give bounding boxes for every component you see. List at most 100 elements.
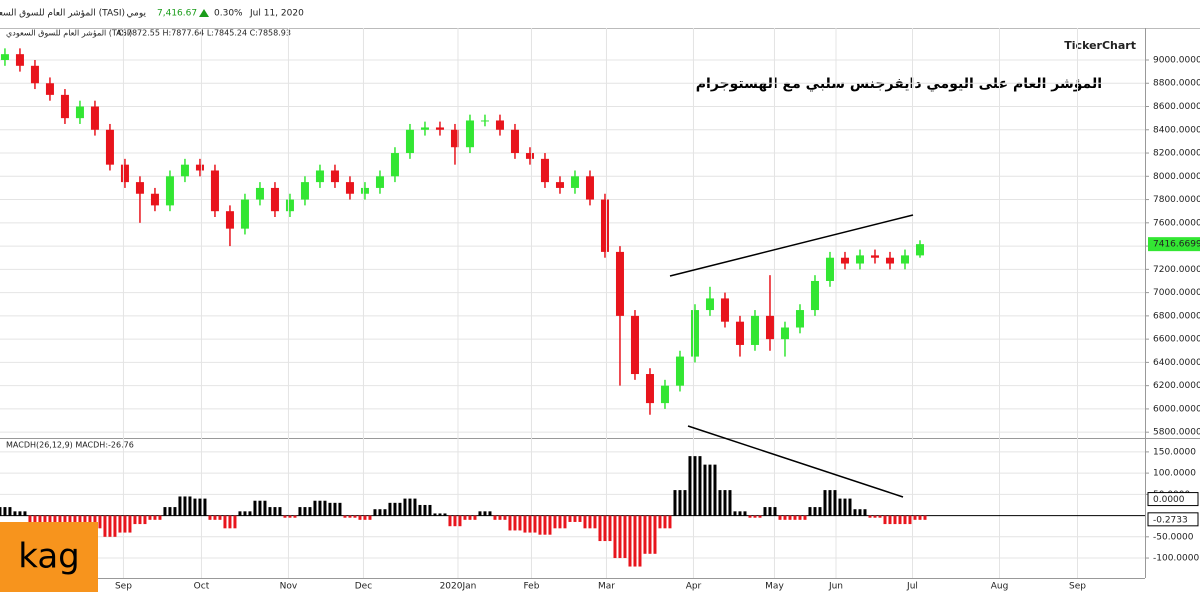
y-tick-label: 7800.0000	[1153, 195, 1200, 205]
histogram-bar	[898, 515, 902, 525]
candle-body	[435, 127, 444, 130]
histogram-bar	[128, 515, 132, 533]
candle-body	[105, 129, 114, 165]
histogram-bar	[203, 498, 207, 516]
candle-body	[345, 182, 354, 194]
histogram-bar	[108, 515, 112, 537]
histogram-bar	[28, 515, 32, 525]
histogram-bar	[368, 515, 372, 520]
histogram-bar	[378, 509, 382, 516]
histogram-bar	[858, 509, 862, 516]
histogram-bar	[533, 515, 537, 533]
histogram-bar	[588, 515, 592, 529]
histogram-bar	[153, 515, 157, 520]
candle-body	[600, 199, 609, 252]
histogram-bar	[173, 507, 177, 516]
histogram-bar	[873, 515, 877, 518]
histogram-bar	[893, 515, 897, 525]
candle-body	[900, 255, 909, 264]
candle-body	[150, 193, 159, 206]
candle-body	[645, 374, 654, 404]
marks	[0, 28, 1145, 578]
histogram-bar	[148, 515, 152, 520]
histogram-bar	[713, 464, 717, 516]
histogram-bar	[568, 515, 572, 522]
histogram-bar	[633, 515, 637, 567]
histogram-bar	[433, 513, 437, 516]
histogram-bar	[833, 490, 837, 516]
histogram-bar	[923, 515, 927, 520]
histogram-bar	[648, 515, 652, 554]
candle-body	[255, 187, 264, 200]
histogram-bar	[178, 496, 182, 516]
histogram-bar	[258, 500, 262, 516]
period: يومي	[127, 9, 147, 19]
x-tick-label: Jul	[906, 582, 918, 592]
x-tick-label: Apr	[686, 582, 702, 592]
histogram-bar	[658, 515, 662, 529]
histogram-bar	[488, 511, 492, 516]
histogram-bar	[18, 511, 22, 516]
x-tick-label: 2020Jan	[440, 582, 477, 592]
price-legend: المؤشر العام للسوق السعودي (TASI)	[6, 29, 132, 38]
histogram-bar	[753, 515, 757, 518]
histogram-bar	[503, 515, 507, 520]
histogram-bar	[598, 515, 602, 542]
histogram-bar	[738, 511, 742, 516]
x-tick-label: Sep	[1069, 582, 1086, 592]
histogram-bar	[643, 515, 647, 554]
candle-body	[315, 170, 324, 183]
histogram-bar	[188, 496, 192, 516]
candle-body	[660, 385, 669, 404]
change: 0.30%	[214, 9, 243, 19]
candle-body	[855, 255, 864, 264]
symbol: المؤشر العام للسوق السعودي (TASI)	[0, 9, 125, 19]
histogram-bar	[113, 515, 117, 537]
candle-body	[465, 120, 474, 148]
candle-body	[870, 255, 879, 258]
trend-line	[687, 425, 904, 498]
histogram-bar	[383, 509, 387, 516]
histogram-bar	[758, 515, 762, 518]
histogram-bar	[208, 515, 212, 520]
histogram-bar	[733, 511, 737, 516]
histogram-bar	[453, 515, 457, 527]
histogram-bar	[13, 511, 17, 516]
histogram-bar	[468, 515, 472, 520]
histogram-bar	[273, 507, 277, 516]
candle-body	[735, 321, 744, 345]
histogram-bar	[573, 515, 577, 522]
histogram-bar	[103, 515, 107, 537]
histogram-bar	[133, 515, 137, 525]
y-tick-label: 8400.0000	[1153, 125, 1200, 135]
histogram-bar	[358, 515, 362, 520]
candle-body	[795, 310, 804, 328]
histogram-bar	[298, 507, 302, 516]
annotation: المؤشر العام على اليومي دايفرجنس سلبي مع…	[696, 76, 1102, 92]
zero-box	[1147, 492, 1199, 507]
candle-body	[0, 54, 9, 60]
y-tick-label: 6600.0000	[1153, 335, 1200, 345]
candle-body	[135, 182, 144, 194]
y-tick-label: 8800.0000	[1153, 79, 1200, 89]
histogram-bar	[878, 515, 882, 518]
histogram-bar	[513, 515, 517, 531]
y-tick-label: 9000.0000	[1153, 55, 1200, 65]
candle-body	[555, 182, 564, 188]
candle-body	[780, 327, 789, 340]
histogram-bar	[623, 515, 627, 559]
histogram-bar	[283, 515, 287, 518]
candle-body	[840, 257, 849, 264]
histogram-bar	[838, 498, 842, 516]
candle-body	[630, 315, 639, 375]
candle-body	[810, 280, 819, 311]
last-price-label: 7416.6699	[1153, 240, 1200, 250]
x-tick-label: Jun	[828, 582, 843, 592]
histogram-bar	[303, 507, 307, 516]
histogram-bar	[828, 490, 832, 516]
candle-body	[45, 83, 54, 95]
histogram-bar	[613, 515, 617, 559]
histogram-bar	[523, 515, 527, 533]
histogram-bar	[698, 456, 702, 516]
